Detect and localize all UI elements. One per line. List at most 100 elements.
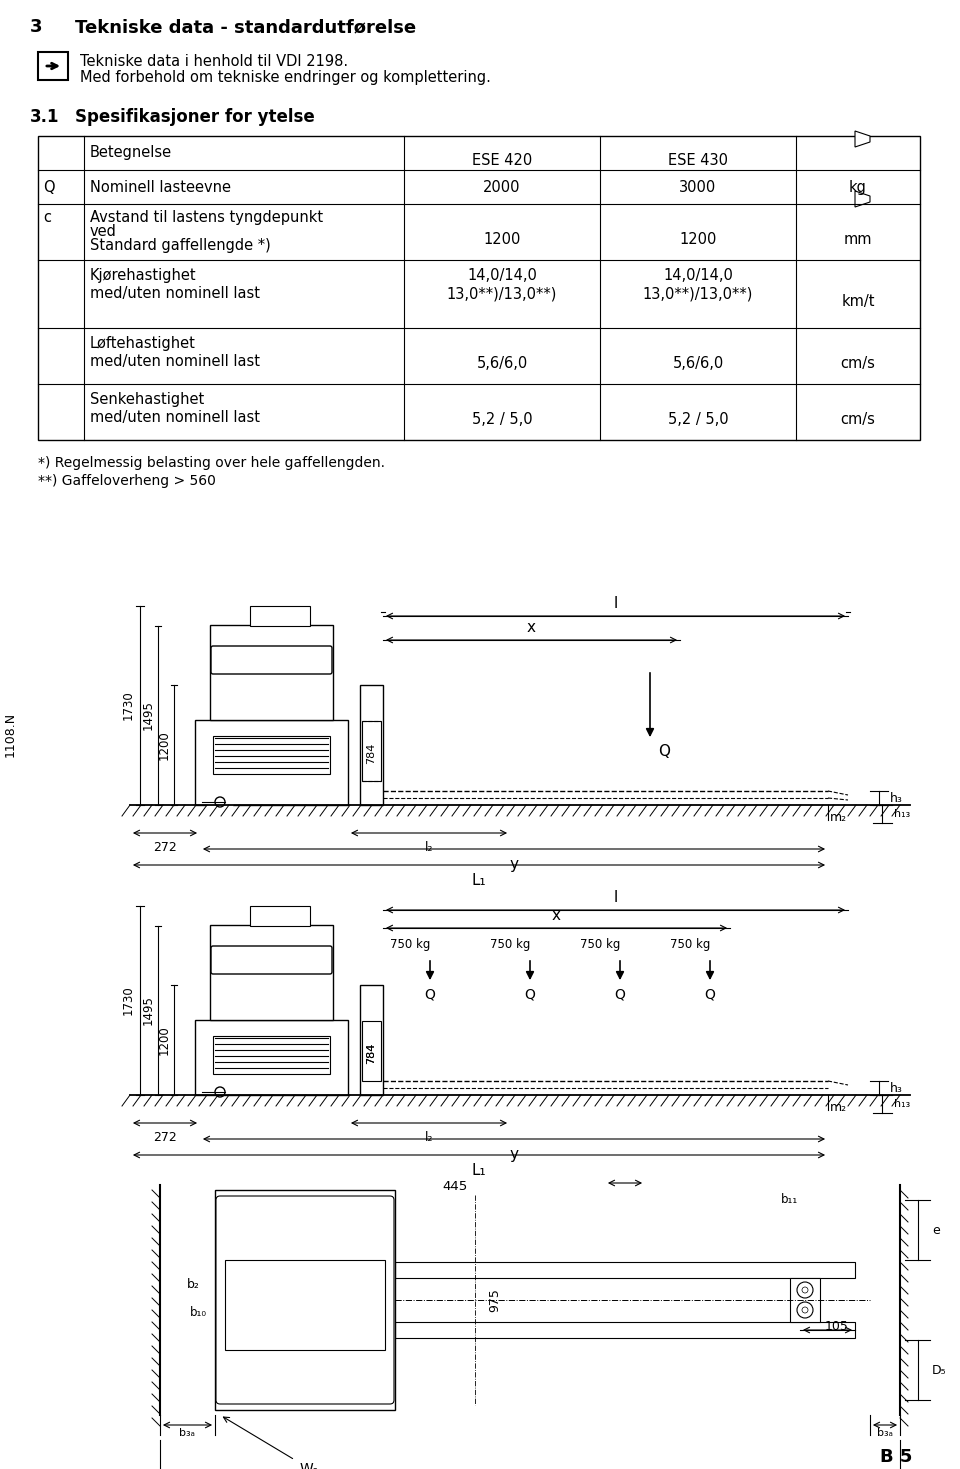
Text: med/uten nominell last: med/uten nominell last (90, 354, 260, 369)
Text: 1730: 1730 (122, 690, 135, 720)
Bar (360, 685, 383, 805)
FancyBboxPatch shape (211, 646, 332, 674)
Text: 750 kg: 750 kg (390, 939, 430, 950)
Text: Nominell lasteevne: Nominell lasteevne (90, 179, 231, 194)
Bar (38, 137, 920, 441)
Text: 750 kg: 750 kg (490, 939, 530, 950)
Text: Avstand til lastens tyngdepunkt: Avstand til lastens tyngdepunkt (90, 210, 324, 225)
Text: y: y (510, 856, 518, 873)
Text: Løftehastighet: Løftehastighet (90, 336, 196, 351)
Text: x: x (552, 908, 561, 923)
Text: 975: 975 (489, 1288, 501, 1312)
Text: 5,2 / 5,0: 5,2 / 5,0 (471, 411, 532, 427)
Text: 2000: 2000 (483, 179, 520, 194)
Text: x: x (527, 620, 536, 635)
Text: Betegnelse: Betegnelse (90, 145, 172, 160)
Text: Q: Q (43, 179, 55, 194)
Text: 1730: 1730 (122, 986, 135, 1015)
Text: Kjørehastighet: Kjørehastighet (90, 267, 197, 284)
Text: 784: 784 (367, 1043, 376, 1064)
Bar (250, 906, 310, 925)
Text: 1108.N: 1108.N (4, 711, 16, 757)
Text: B 5: B 5 (880, 1448, 912, 1466)
Text: e: e (932, 1224, 940, 1237)
Text: 13,0**)/13,0**): 13,0**)/13,0**) (446, 286, 557, 301)
Text: Tekniske data - standardutførelse: Tekniske data - standardutførelse (75, 18, 416, 37)
FancyBboxPatch shape (211, 946, 332, 974)
Text: m₂: m₂ (830, 811, 847, 824)
Polygon shape (855, 131, 870, 147)
Text: 1200: 1200 (483, 232, 520, 247)
Text: mm: mm (844, 232, 873, 247)
Text: 5,6/6,0: 5,6/6,0 (672, 355, 724, 372)
Text: b₁₀: b₁₀ (190, 1306, 207, 1319)
Text: Standard gaffellengde *): Standard gaffellengde *) (90, 238, 271, 253)
Text: b₃ₐ: b₃ₐ (877, 1428, 893, 1438)
Text: 5,2 / 5,0: 5,2 / 5,0 (668, 411, 729, 427)
Text: 784: 784 (367, 742, 376, 764)
Text: 5,6/6,0: 5,6/6,0 (476, 355, 528, 372)
Text: *) Regelmessig belasting over hele gaffellengden.: *) Regelmessig belasting over hele gaffe… (38, 455, 385, 470)
Text: y: y (510, 1147, 518, 1162)
Bar (195, 1019, 348, 1094)
Text: 1200: 1200 (158, 730, 171, 759)
Text: cm/s: cm/s (841, 411, 876, 427)
Polygon shape (855, 191, 870, 207)
Text: b₃ₐ: b₃ₐ (180, 1428, 196, 1438)
Text: Tekniske data i henhold til VDI 2198.: Tekniske data i henhold til VDI 2198. (80, 54, 348, 69)
Text: ESE 420: ESE 420 (472, 153, 532, 167)
Text: med/uten nominell last: med/uten nominell last (90, 286, 260, 301)
Text: 13,0**)/13,0**): 13,0**)/13,0**) (643, 286, 754, 301)
Bar (195, 720, 348, 805)
Bar (250, 607, 310, 626)
Circle shape (206, 787, 234, 815)
Text: l₂: l₂ (424, 840, 433, 853)
Text: 105: 105 (825, 1321, 849, 1332)
Text: 445: 445 (443, 1180, 468, 1193)
Text: 784: 784 (367, 1043, 376, 1064)
Text: L₁: L₁ (471, 1163, 487, 1178)
Text: 3000: 3000 (680, 179, 716, 194)
Bar (210, 624, 333, 720)
Bar (213, 736, 330, 774)
Bar (225, 1260, 385, 1350)
Bar (790, 1278, 820, 1322)
Bar (362, 721, 381, 782)
Bar (360, 986, 383, 1094)
Text: 14,0/14,0: 14,0/14,0 (663, 267, 732, 284)
Text: 272: 272 (154, 1131, 177, 1144)
Text: Q: Q (614, 989, 625, 1002)
Text: Senkehastighet: Senkehastighet (90, 392, 204, 407)
Text: h₁₃: h₁₃ (894, 1099, 910, 1109)
Text: Med forbehold om tekniske endringer og komplettering.: Med forbehold om tekniske endringer og k… (80, 71, 491, 85)
Text: km/t: km/t (841, 294, 875, 308)
Text: l: l (613, 596, 617, 611)
Text: h₃: h₃ (890, 1081, 902, 1094)
Text: 750 kg: 750 kg (670, 939, 710, 950)
Text: ved: ved (90, 223, 117, 239)
Text: Q: Q (705, 989, 715, 1002)
Text: 3.1: 3.1 (30, 109, 60, 126)
Bar (362, 1021, 381, 1081)
Text: 750 kg: 750 kg (580, 939, 620, 950)
Text: l: l (613, 890, 617, 905)
Text: 1495: 1495 (142, 701, 155, 730)
Text: D₅: D₅ (932, 1363, 947, 1376)
Text: Q: Q (658, 743, 670, 759)
Bar (395, 1262, 855, 1278)
Text: L₁: L₁ (471, 873, 487, 887)
Text: Spesifikasjoner for ytelse: Spesifikasjoner for ytelse (75, 109, 315, 126)
Bar (215, 1190, 395, 1410)
Text: m₂: m₂ (830, 1100, 847, 1114)
FancyBboxPatch shape (216, 1196, 394, 1404)
Bar (213, 1036, 330, 1074)
Text: h₃: h₃ (890, 792, 902, 805)
Text: 1495: 1495 (142, 996, 155, 1025)
Bar (210, 925, 333, 1019)
Text: **) Gaffeloverheng > 560: **) Gaffeloverheng > 560 (38, 474, 216, 488)
Text: b₁₁: b₁₁ (781, 1193, 799, 1206)
Text: 1200: 1200 (680, 232, 717, 247)
Text: Q: Q (524, 989, 536, 1002)
Text: 3: 3 (30, 18, 42, 37)
Text: c: c (43, 210, 51, 225)
